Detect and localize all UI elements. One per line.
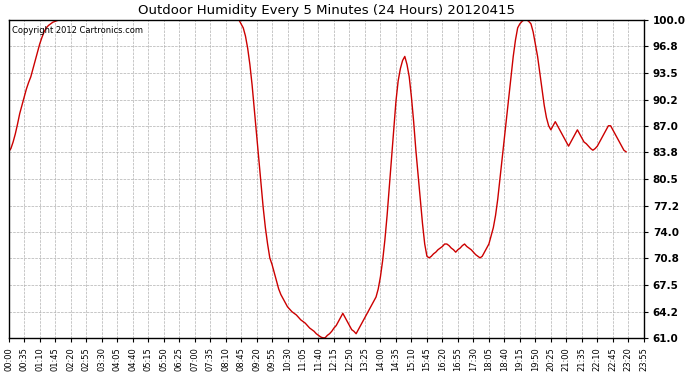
Text: Copyright 2012 Cartronics.com: Copyright 2012 Cartronics.com bbox=[12, 26, 143, 35]
Title: Outdoor Humidity Every 5 Minutes (24 Hours) 20120415: Outdoor Humidity Every 5 Minutes (24 Hou… bbox=[138, 4, 515, 17]
